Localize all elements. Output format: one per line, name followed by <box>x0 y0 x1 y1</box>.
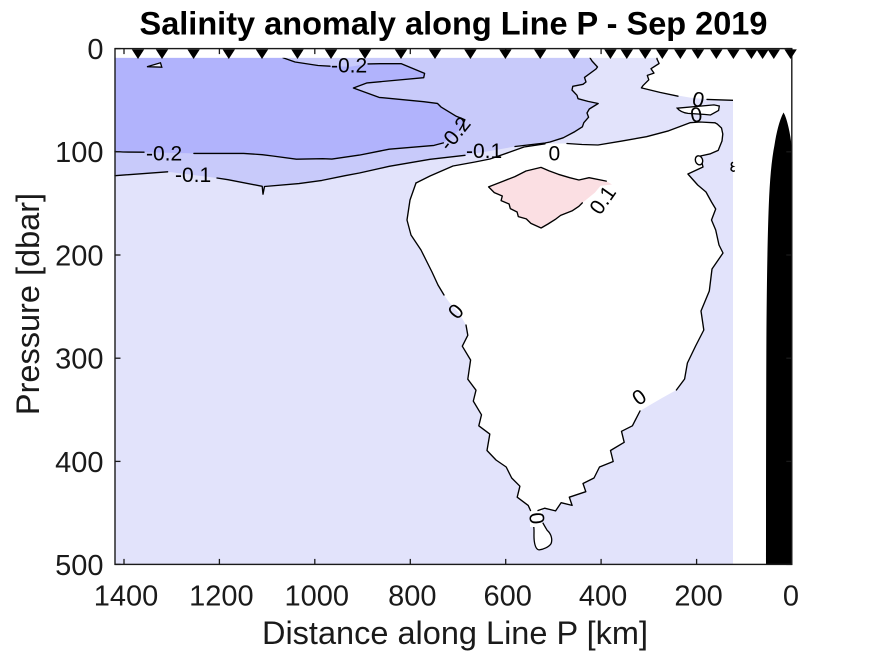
svg-text:-0.1: -0.1 <box>466 140 502 163</box>
svg-text:200: 200 <box>55 240 103 272</box>
svg-text:0: 0 <box>783 581 799 613</box>
svg-text:1000: 1000 <box>285 581 350 613</box>
svg-text:-0.2: -0.2 <box>146 143 182 166</box>
svg-text:0: 0 <box>524 511 548 525</box>
svg-text:400: 400 <box>55 447 103 479</box>
svg-text:1200: 1200 <box>189 581 254 613</box>
svg-text:0: 0 <box>549 143 561 166</box>
svg-text:200: 200 <box>674 581 722 613</box>
svg-text:Salinity anomaly along Line P: Salinity anomaly along Line P - Sep 2019 <box>140 6 768 42</box>
svg-text:800: 800 <box>388 581 436 613</box>
svg-text:0: 0 <box>689 103 704 128</box>
svg-text:Distance along Line P [km]: Distance along Line P [km] <box>262 615 648 651</box>
svg-text:0: 0 <box>87 34 103 66</box>
svg-text:100: 100 <box>55 137 103 169</box>
svg-text:600: 600 <box>484 581 532 613</box>
svg-text:-0.2: -0.2 <box>331 55 367 78</box>
svg-text:1400: 1400 <box>94 581 159 613</box>
svg-text:300: 300 <box>55 344 103 376</box>
svg-text:500: 500 <box>55 550 103 582</box>
svg-text:Pressure [dbar]: Pressure [dbar] <box>10 193 46 415</box>
svg-text:0: 0 <box>690 88 706 113</box>
svg-text:400: 400 <box>579 581 627 613</box>
svg-text:-0.1: -0.1 <box>175 164 211 187</box>
